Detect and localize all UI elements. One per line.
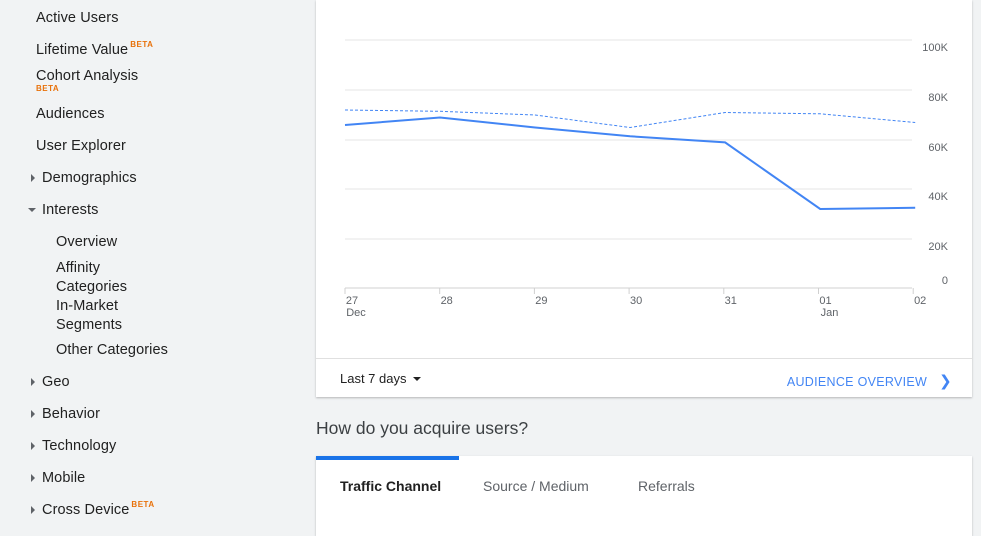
sidebar-item-label: Lifetime Value — [36, 42, 129, 58]
acquisition-card: Traffic Channel Source / Medium Referral… — [316, 456, 972, 536]
sidebar-item-cohort-analysis[interactable]: Cohort Analysis BETA — [36, 68, 138, 93]
sidebar-item-label: Affinity — [56, 260, 101, 276]
y-tick-label: 80K — [928, 92, 948, 104]
caret-right-icon[interactable] — [31, 474, 35, 482]
sidebar-item-cross-device[interactable]: Cross Device BETA — [42, 500, 155, 518]
sidebar-subitem-affinity-categories[interactable]: Affinity Categories — [56, 259, 127, 297]
caret-right-icon[interactable] — [31, 506, 35, 514]
sidebar-item-label: In-Market — [56, 298, 119, 314]
audience-overview-card: 100K 80K 60K 40K 20K 0 27 Dec 28 29 30 31 01 Jan 02 L… — [316, 0, 972, 397]
beta-badge: BETA — [130, 40, 154, 49]
tab-source-medium[interactable]: Source / Medium — [483, 478, 589, 494]
caret-down-icon[interactable] — [28, 208, 36, 212]
chart-series — [344, 109, 916, 211]
chevron-right-icon: ❯ — [939, 373, 952, 390]
date-range-dropdown[interactable]: Last 7 days — [340, 371, 421, 386]
audience-overview-label: AUDIENCE OVERVIEW — [786, 375, 928, 389]
sidebar-item-geo[interactable]: Geo — [42, 374, 70, 390]
x-tick-sublabel: Jan — [821, 307, 839, 319]
series-line-comparison — [344, 109, 916, 129]
y-tick-label: 0 — [942, 275, 948, 287]
sidebar-item-label: Cohort Analysis — [36, 68, 139, 84]
sidebar-item-interests[interactable]: Interests — [42, 202, 99, 218]
beta-badge: BETA — [36, 84, 60, 93]
x-tick-label: 29 — [535, 295, 547, 307]
sidebar-item-active-users[interactable]: Active Users — [36, 10, 119, 26]
sidebar-item-mobile[interactable]: Mobile — [42, 470, 86, 486]
sidebar-item-lifetime-value[interactable]: Lifetime Value BETA — [36, 40, 154, 58]
caret-right-icon[interactable] — [31, 442, 35, 450]
x-tick-label: 02 — [914, 295, 926, 307]
sidebar-item-label: Categories — [56, 279, 128, 295]
sidebar-item-technology[interactable]: Technology — [42, 438, 117, 454]
sidebar-item-audiences[interactable]: Audiences — [36, 106, 105, 122]
sidebar-item-behavior[interactable]: Behavior — [42, 406, 101, 422]
active-tab-indicator — [316, 456, 459, 460]
section-title: How do you acquire users? — [316, 418, 529, 438]
x-tick-label: 27 — [346, 295, 358, 307]
sidebar-item-demographics[interactable]: Demographics — [42, 170, 137, 186]
sidebar-subitem-overview[interactable]: Overview — [56, 234, 118, 250]
sidebar-item-label: Cross Device — [42, 502, 130, 518]
tab-referrals[interactable]: Referrals — [638, 478, 695, 494]
caret-right-icon[interactable] — [31, 410, 35, 418]
chart-grid — [345, 39, 912, 289]
x-tick-label: 01 — [819, 295, 831, 307]
dropdown-caret-icon — [412, 377, 421, 381]
sidebar-item-label: Segments — [56, 317, 123, 333]
x-tick-label: 28 — [441, 295, 453, 307]
sidebar-subitem-in-market-segments[interactable]: In-Market Segments — [56, 297, 122, 335]
sidebar: Active Users Lifetime Value BETA Cohort A… — [0, 0, 300, 531]
series-line-current — [344, 116, 916, 211]
y-axis-labels: 100K 80K 60K 40K 20K 0 — [922, 42, 948, 287]
card-footer: Last 7 days AUDIENCE OVERVIEW ❯ — [316, 358, 972, 398]
beta-badge: BETA — [131, 500, 155, 509]
sidebar-subitem-other-categories[interactable]: Other Categories — [56, 342, 169, 358]
caret-right-icon[interactable] — [31, 378, 35, 386]
y-tick-label: 20K — [928, 241, 948, 253]
y-tick-label: 40K — [928, 191, 948, 203]
audience-overview-link[interactable]: AUDIENCE OVERVIEW ❯ — [787, 372, 952, 390]
y-tick-label: 60K — [928, 142, 948, 154]
caret-right-icon[interactable] — [31, 174, 35, 182]
x-tick-label: 30 — [630, 295, 642, 307]
x-tick-sublabel: Dec — [346, 307, 366, 319]
sidebar-item-user-explorer[interactable]: User Explorer — [36, 138, 126, 154]
y-tick-label: 100K — [922, 42, 948, 54]
tab-traffic-channel[interactable]: Traffic Channel — [340, 478, 442, 494]
x-tick-label: 31 — [725, 295, 737, 307]
date-range-label: Last 7 days — [340, 371, 407, 386]
